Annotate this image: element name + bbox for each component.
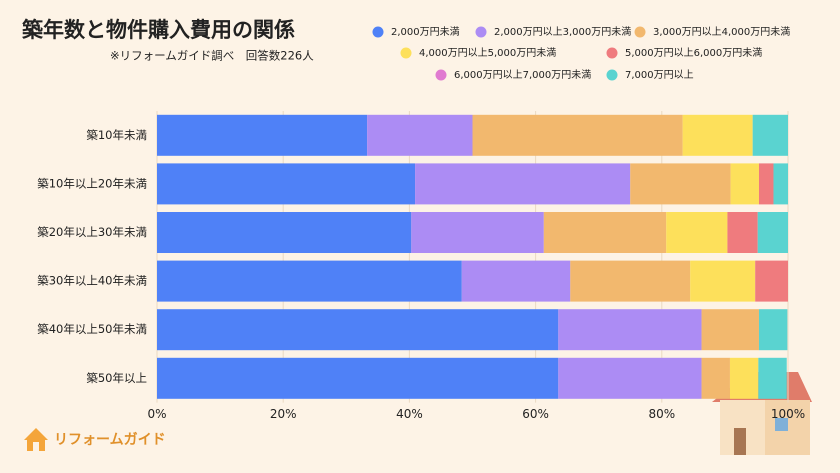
- y-tick-label: 築40年以上50年未満: [37, 322, 147, 336]
- bar-segment: [773, 163, 788, 205]
- legend-swatch: [606, 69, 618, 81]
- logo-text: リフォームガイド: [54, 432, 166, 448]
- bar-segment: [729, 357, 759, 399]
- legend-label: 2,000万円以上3,000万円未満: [494, 26, 631, 38]
- bar-segment: [367, 114, 473, 156]
- x-tick-label: 40%: [396, 407, 423, 421]
- legend-label: 3,000万円以上4,000万円未満: [653, 26, 790, 38]
- legend-swatch: [634, 26, 646, 38]
- bar-segment: [755, 260, 788, 302]
- bar-segment: [472, 114, 683, 156]
- logo: リフォームガイド: [24, 428, 166, 451]
- chart-subtitle: ※リフォームガイド調べ 回答数226人: [110, 49, 314, 63]
- bar-segment: [682, 114, 753, 156]
- bar-segment: [701, 357, 730, 399]
- legend-swatch: [372, 26, 384, 38]
- bar-segment: [411, 212, 544, 253]
- legend-swatch: [435, 69, 447, 81]
- bar-segment: [752, 114, 788, 156]
- x-tick-label: 60%: [522, 407, 549, 421]
- legend-swatch: [400, 47, 412, 59]
- bar-segment: [730, 163, 759, 205]
- bar-segment: [157, 357, 559, 399]
- legend-swatch: [606, 47, 618, 59]
- y-tick-label: 築10年以上20年未満: [37, 176, 147, 190]
- x-tick-label: 100%: [771, 407, 805, 421]
- legend-label: 6,000万円以上7,000万円未満: [454, 69, 591, 81]
- bar-segment: [727, 212, 758, 253]
- bar-segment: [157, 163, 416, 205]
- x-tick-label: 80%: [648, 407, 675, 421]
- bar-segment: [690, 260, 756, 302]
- bar-segment: [415, 163, 631, 205]
- bar-segment: [758, 309, 788, 351]
- bar-segment: [757, 212, 788, 253]
- bar-segment: [666, 212, 728, 253]
- bar-segment: [758, 163, 774, 205]
- bar-segment: [157, 309, 559, 351]
- legend-swatch: [475, 26, 487, 38]
- bar-segment: [157, 114, 368, 156]
- bar-segment: [570, 260, 691, 302]
- bar-segment: [157, 212, 412, 253]
- bar-segment: [157, 260, 462, 302]
- y-tick-label: 築20年以上30年未満: [37, 225, 147, 239]
- legend-label: 4,000万円以上5,000万円未満: [419, 47, 556, 59]
- bar-segment: [701, 309, 759, 351]
- bar-segment: [558, 357, 702, 399]
- legend-label: 7,000万円以上: [625, 69, 694, 81]
- chart-title: 築年数と物件購入費用の関係: [21, 18, 295, 42]
- x-tick-label: 0%: [147, 407, 166, 421]
- y-tick-label: 築10年未満: [86, 128, 147, 142]
- y-tick-label: 築30年以上40年未満: [37, 274, 147, 288]
- bar-segment: [543, 212, 667, 253]
- bar-segment: [630, 163, 731, 205]
- y-tick-label: 築50年以上: [86, 371, 147, 385]
- bar-segment: [758, 357, 787, 399]
- bar-segment: [558, 309, 702, 351]
- x-tick-label: 20%: [270, 407, 297, 421]
- legend-label: 5,000万円以上6,000万円未満: [625, 47, 762, 59]
- legend-label: 2,000万円未満: [391, 26, 460, 38]
- bar-segment: [461, 260, 571, 302]
